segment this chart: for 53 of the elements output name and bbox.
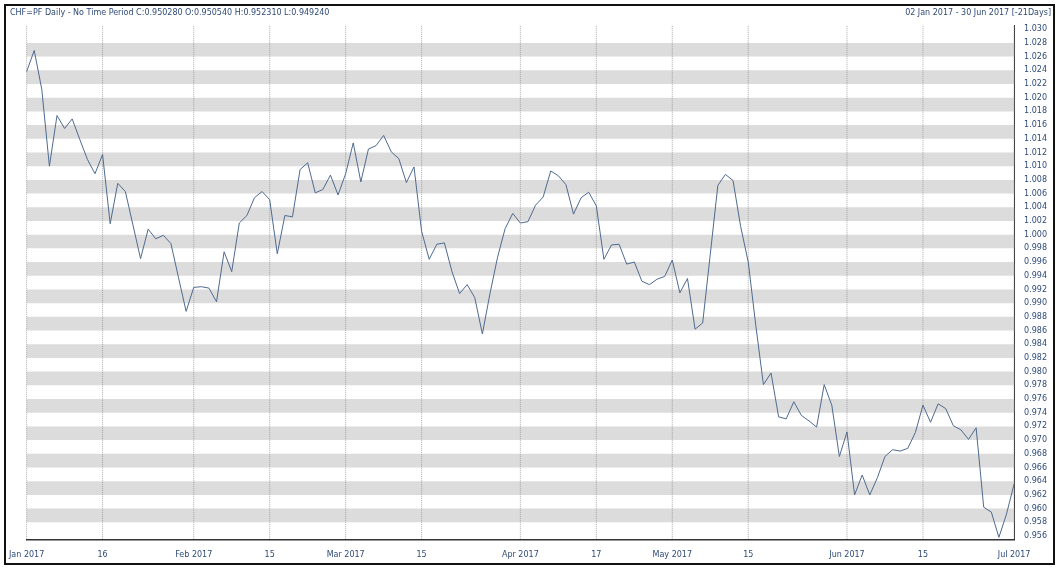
chart-title: CHF=PF Daily - No Time Period C:0.950280 O:0.950540 H:0.952310 L:0.949240 [10,8,330,17]
y-tick-label: 0.980 [1024,366,1047,376]
y-tick-label: 0.978 [1024,380,1047,390]
y-tick-label: 1.000 [1024,229,1047,239]
y-tick-label: 0.998 [1024,243,1047,253]
y-tick-label: 0.988 [1024,311,1047,321]
x-tick-label: Apr 2017 [501,550,539,560]
y-tick-label: 1.018 [1024,106,1047,116]
y-tick-label: 0.974 [1024,407,1047,417]
y-tick-label: 1.028 [1024,38,1047,47]
y-tick-label: 0.982 [1024,353,1047,363]
y-tick-label: 0.990 [1024,298,1047,308]
x-tick-label: May 2017 [652,550,692,560]
y-tick-label: 0.962 [1024,489,1047,499]
x-tick-label: Mar 2017 [326,550,365,560]
y-tick-label: 0.986 [1024,325,1047,335]
x-tick-label: 15 [743,550,754,560]
y-tick-label: 0.984 [1024,339,1047,349]
y-tick-label: 0.992 [1024,284,1047,294]
y-tick-label: 1.006 [1024,188,1047,198]
x-tick-label: 16 [97,550,108,560]
x-tick-label: Jul 2017 [996,550,1031,560]
y-tick-label: 0.994 [1024,270,1047,280]
y-tick-label: 0.958 [1024,517,1047,527]
y-tick-label: 0.960 [1024,503,1047,513]
y-tick-label: 0.968 [1024,448,1047,458]
y-tick-label: 1.026 [1024,51,1047,61]
x-tick-label: 17 [591,550,602,560]
chart-subtitle: 02 Jan 2017 - 30 Jun 2017 [-21Days] [905,8,1051,17]
y-tick-label: 0.996 [1024,257,1047,267]
y-tick-label: 1.004 [1024,202,1047,212]
y-tick-label: 1.008 [1024,174,1047,184]
y-tick-label: 1.014 [1024,133,1047,143]
x-tick-label: Jan 2017 [8,550,45,560]
y-tick-label: 0.970 [1024,435,1047,445]
y-tick-label: 1.016 [1024,120,1047,130]
y-tick-label: 1.022 [1024,79,1047,89]
y-tick-label: 1.030 [1024,24,1047,34]
y-tick-label: 1.010 [1024,161,1047,171]
x-tick-label: 15 [917,550,929,560]
y-tick-label: 0.972 [1024,421,1047,431]
x-tick-label: 15 [416,550,427,560]
x-tick-label: Jun 2017 [828,550,865,560]
y-tick-label: 1.012 [1024,147,1047,157]
y-tick-label: 0.966 [1024,462,1047,472]
y-tick-label: 0.956 [1024,531,1047,541]
y-tick-label: 1.024 [1024,65,1047,75]
x-tick-label: Feb 2017 [175,550,213,560]
y-tick-label: 1.002 [1024,216,1047,226]
x-tick-label: 15 [264,550,275,560]
y-tick-label: 0.964 [1024,476,1047,486]
y-tick-label: 1.020 [1024,92,1047,102]
y-tick-label: 0.976 [1024,394,1047,404]
